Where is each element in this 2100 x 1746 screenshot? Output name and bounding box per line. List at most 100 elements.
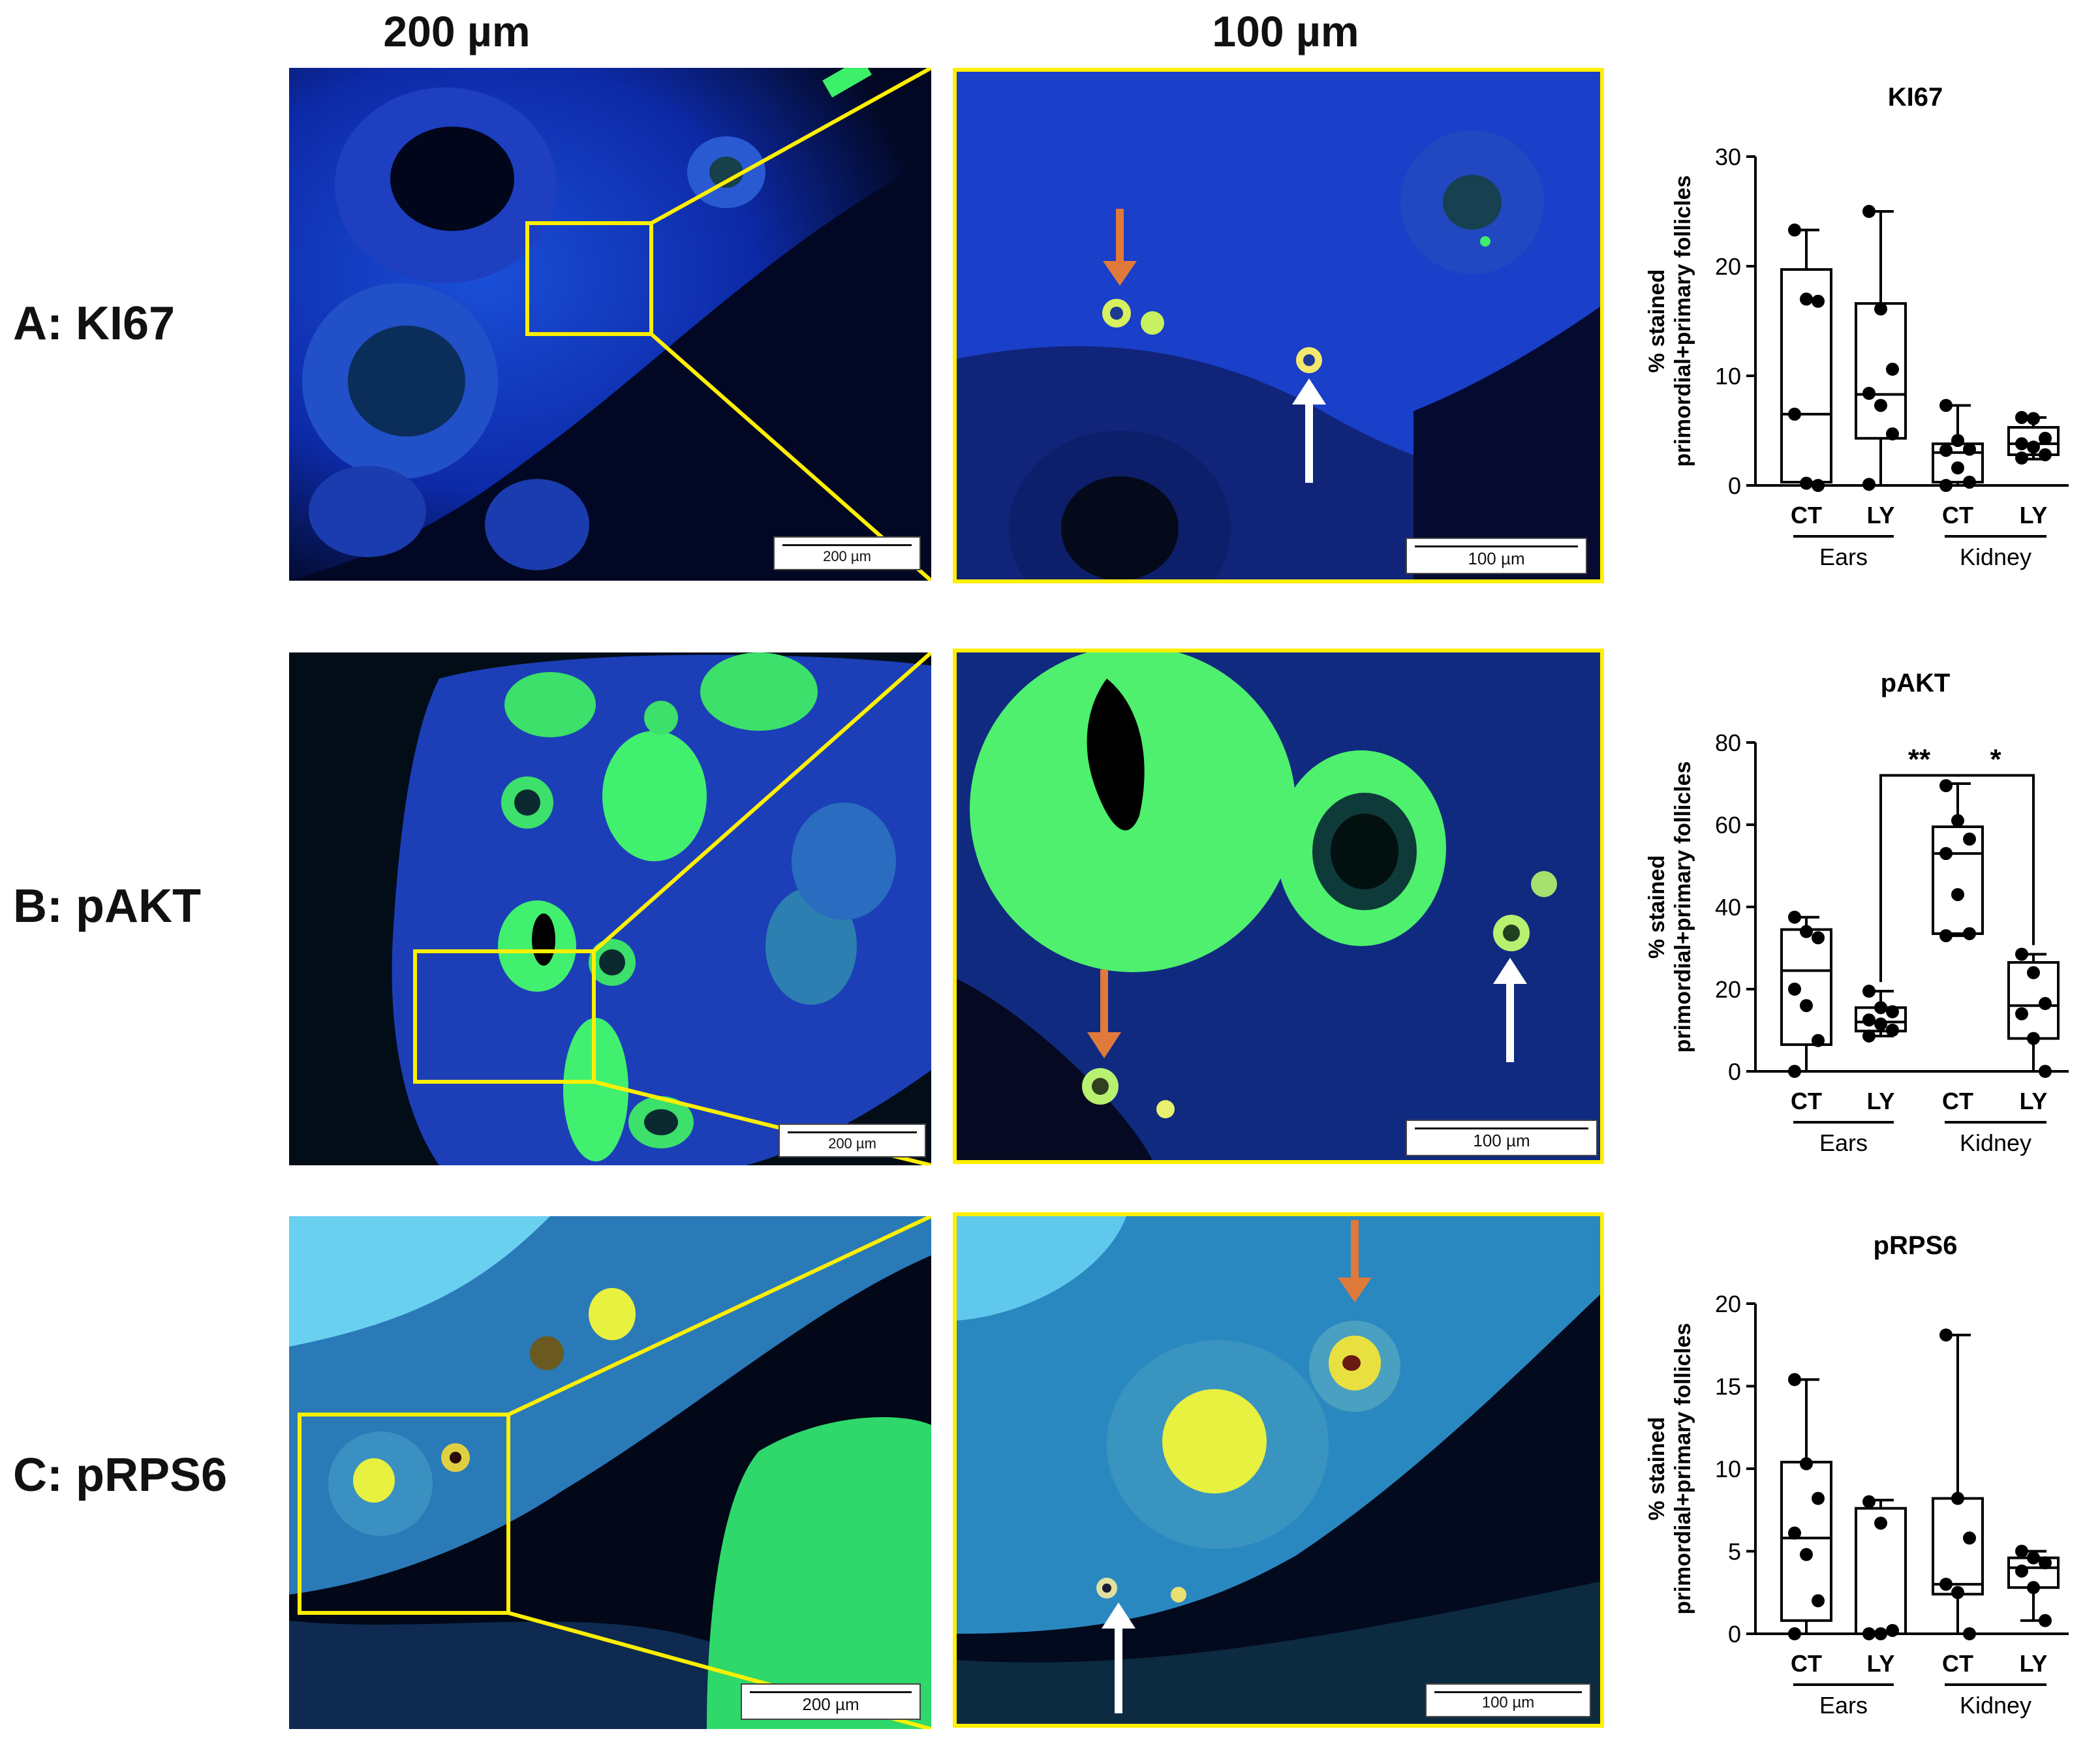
y-axis-label-line1: % stained <box>1644 855 1669 959</box>
y-tick-label: 30 <box>1715 144 1741 170</box>
y-tick-label: 80 <box>1715 729 1741 756</box>
data-point <box>1951 461 1964 475</box>
data-point <box>1788 983 1801 996</box>
micrograph-ki67-zoom-art <box>957 72 1600 579</box>
x-tick-label: LY <box>2020 1650 2048 1677</box>
box-iqr <box>2007 425 2060 456</box>
data-point <box>2027 440 2040 454</box>
data-point <box>2015 1564 2028 1578</box>
y-axis-label-line2: primordial+primary follicles <box>1671 1323 1695 1615</box>
data-point <box>1951 1492 1964 1505</box>
data-point <box>2015 452 2028 465</box>
chart-title: pAKT <box>1881 669 1951 697</box>
group-label: Kidney <box>1960 1129 2031 1156</box>
data-point <box>1939 847 1953 861</box>
data-point <box>1874 1516 1887 1530</box>
data-point <box>1886 1623 1899 1637</box>
x-tick-label: CT <box>1942 1650 1973 1677</box>
data-point <box>1939 479 1953 492</box>
data-point <box>1862 478 1876 491</box>
data-point <box>1812 1492 1825 1505</box>
data-point <box>1886 362 1899 376</box>
micrograph-ki67-zoom: 100 µm <box>953 68 1604 583</box>
x-tick-label: CT <box>1942 502 1973 528</box>
row-label-prps6: C: pRPS6 <box>13 1449 228 1501</box>
micrograph-prps6-zoom-art <box>957 1216 1600 1724</box>
white-arrow-ki67 <box>1292 378 1326 483</box>
data-point <box>1812 931 1825 945</box>
data-point <box>1788 1526 1801 1540</box>
y-axis-label-line2: primordial+primary follicles <box>1671 176 1695 467</box>
data-point <box>1939 779 1953 793</box>
y-tick-label: 20 <box>1715 976 1741 1003</box>
micrograph-ki67-overview-art <box>289 68 931 581</box>
data-point <box>2027 966 2040 979</box>
white-arrow-prps6 <box>1102 1602 1135 1713</box>
x-tick-label: LY <box>1867 502 1895 528</box>
y-tick-label: 40 <box>1715 894 1741 921</box>
data-point <box>1788 407 1801 421</box>
data-point <box>1886 427 1899 441</box>
data-point <box>1939 929 1953 943</box>
data-point <box>1963 1627 1976 1640</box>
data-point <box>2039 1556 2052 1570</box>
data-point <box>1963 1531 1976 1545</box>
data-point <box>1788 1627 1801 1640</box>
data-point <box>1812 1034 1825 1047</box>
data-point <box>1951 814 1964 827</box>
micrograph-prps6-overview-art <box>289 1216 931 1729</box>
data-point <box>1788 1065 1801 1078</box>
row-label-pakt: B: pAKT <box>13 880 201 932</box>
data-point <box>1951 888 1964 902</box>
data-point <box>2027 1551 2040 1565</box>
orange-arrow-ki67 <box>1103 209 1137 286</box>
data-point <box>2039 448 2052 461</box>
data-point <box>1963 442 1976 456</box>
data-point <box>1963 475 1976 489</box>
data-point <box>2039 431 2052 445</box>
data-point <box>1886 1005 1899 1018</box>
significance-bracket <box>1879 774 1959 983</box>
scale-bar-prps6-overview: 200 µm <box>741 1683 921 1720</box>
data-point <box>1939 444 1953 457</box>
data-point <box>2027 1032 2040 1045</box>
data-point <box>2039 997 2052 1011</box>
x-tick-label: CT <box>1791 502 1822 528</box>
row-label-ki67: A: KI67 <box>13 298 176 350</box>
data-point <box>1951 434 1964 448</box>
chart-pakt: pAKT % stained primordial+primary follicle… <box>1644 669 2069 1156</box>
chart-ki67: KI67 % stained primordial+primary follicle… <box>1644 83 2069 570</box>
data-point <box>1951 1585 1964 1599</box>
data-point <box>1800 476 1813 490</box>
data-point <box>2027 1581 2040 1595</box>
significance-label: * <box>1990 743 2001 775</box>
data-point <box>2039 1065 2052 1078</box>
significance-label: ** <box>1908 743 1931 775</box>
scale-bar-ki67-zoom: 100 µm <box>1406 538 1587 574</box>
orange-arrow-pakt <box>1087 970 1121 1058</box>
column-header-100um: 100 µm <box>1212 7 1359 55</box>
group-label: Ears <box>1819 1692 1868 1719</box>
data-point <box>1788 910 1801 924</box>
x-tick-label: LY <box>2020 1088 2048 1114</box>
data-point <box>1874 1627 1887 1640</box>
white-arrow-pakt <box>1493 958 1527 1062</box>
data-point <box>1862 386 1876 400</box>
data-point <box>1800 1548 1813 1561</box>
data-point <box>1800 1457 1813 1471</box>
data-point <box>1874 1017 1887 1031</box>
y-tick-label: 0 <box>1728 1621 1741 1647</box>
data-point <box>1963 927 1976 940</box>
data-point <box>1862 985 1876 998</box>
x-tick-label: CT <box>1791 1088 1822 1114</box>
box-iqr <box>1780 1460 1832 1622</box>
data-point <box>1939 1328 1953 1342</box>
scale-bar-pakt-overview: 200 µm <box>779 1124 926 1157</box>
data-point <box>1788 1373 1801 1386</box>
data-point <box>1939 1578 1953 1591</box>
data-point <box>1812 1594 1825 1608</box>
micrograph-pakt-zoom: 100 µm <box>953 649 1604 1164</box>
data-point <box>1874 399 1887 412</box>
data-point <box>1874 1001 1887 1015</box>
column-header-200um: 200 µm <box>383 7 531 55</box>
